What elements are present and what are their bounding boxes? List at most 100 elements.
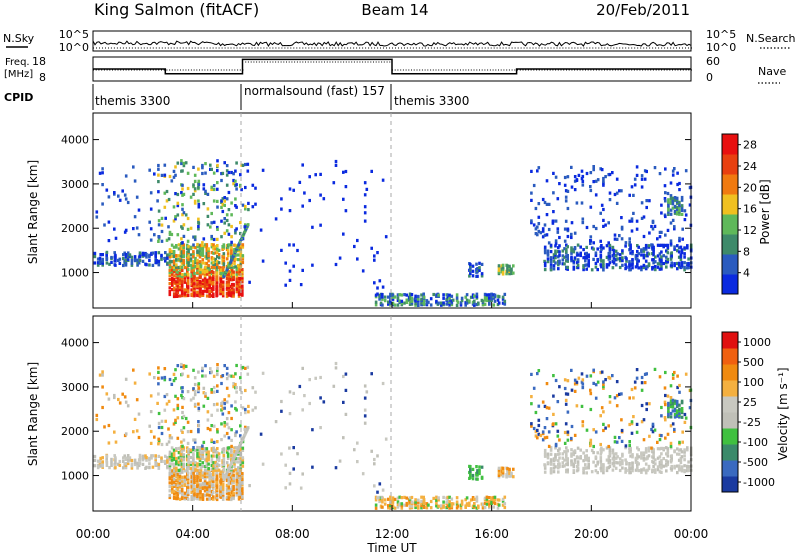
velocity-cell [605,446,609,450]
velocity-cell [196,464,199,468]
power-cell [376,251,379,255]
power-cell [114,257,117,261]
power-cell [666,260,670,264]
power-cell [196,276,199,280]
power-cell [658,243,662,247]
power-cell [216,265,219,269]
velocity-cell [640,470,643,474]
power-cell [596,178,600,182]
power-cbar-tick-label: 8 [743,245,750,258]
power-cell [227,232,231,236]
y-tick-label: 3000 [61,381,89,394]
power-cell [592,168,595,172]
power-cell [566,254,569,258]
x-tick-label: 16:00 [474,527,509,541]
velocity-cell [678,403,681,407]
power-cell [566,189,570,193]
velocity-cell [543,454,547,458]
power-cell [662,254,665,258]
velocity-cell [199,446,203,450]
power-cell [157,209,161,213]
power-cell [669,181,673,185]
velocity-cell [187,454,190,458]
power-cell [219,284,223,289]
velocity-cell [605,468,609,473]
velocity-cell [98,373,102,377]
power-cell [205,247,209,251]
power-cell [238,267,241,271]
velocity-cell [208,477,211,481]
velocity-cell [437,504,440,508]
power-cell [679,255,683,259]
velocity-cell [656,447,660,451]
power-cell [181,241,184,245]
power-cell [435,299,438,303]
power-cell [673,204,677,209]
power-cell [150,251,153,255]
power-cell [633,177,637,181]
velocity-cell [196,494,199,499]
power-cell [292,243,295,247]
velocity-cell [219,470,223,474]
velocity-cell [584,454,587,458]
power-cell [232,288,235,292]
power-cell [420,301,423,305]
power-cell [473,303,476,307]
power-cell [342,170,345,174]
power-cell [450,299,454,303]
power-cell [170,249,174,254]
velocity-cell [122,466,125,470]
velocity-cell [148,424,151,428]
velocity-cell [234,372,237,376]
power-cell [157,190,160,194]
velocity-cell [678,407,681,411]
power-cell [686,244,689,248]
velocity-cell [420,504,423,508]
power-cell [235,268,239,272]
velocity-cell [669,415,673,419]
power-cell [186,280,190,284]
velocity-cell [186,492,190,497]
power-cell [492,303,496,307]
power-cell [197,217,200,221]
power-cell [196,261,199,265]
power-cell [176,280,180,284]
velocity-cell [236,466,240,470]
power-cell [168,274,172,278]
velocity-cell [244,425,247,429]
power-cell [469,295,473,299]
velocity-cell [226,454,230,458]
velocity-cell [239,376,242,380]
power-cell [552,171,555,175]
velocity-cell [182,426,186,430]
power-cell [148,168,151,172]
velocity-cell [543,466,547,470]
velocity-cell [198,448,202,452]
velocity-cell [227,436,231,440]
power-cell [221,171,225,175]
power-cell [175,257,178,262]
velocity-cell [172,477,176,481]
power-cell [172,288,176,292]
velocity-cell [210,447,214,451]
power-cell [600,259,603,263]
power-cell [117,194,120,198]
velocity-cell [675,411,679,415]
velocity-cell [243,427,247,431]
velocity-cell [379,504,383,508]
power-cell [537,215,541,219]
velocity-cell [671,403,675,407]
velocity-cell [552,457,556,461]
velocity-cell [172,464,176,468]
power-cell [667,210,670,214]
power-cell [171,282,174,286]
power-cell [640,185,644,189]
velocity-cell [576,466,580,471]
power-cell [435,293,438,297]
power-cell [648,199,651,203]
power-cell [570,165,573,169]
power-cell [183,275,187,280]
power-cell [238,284,241,288]
velocity-cell [646,468,649,472]
velocity-cell [138,461,142,465]
